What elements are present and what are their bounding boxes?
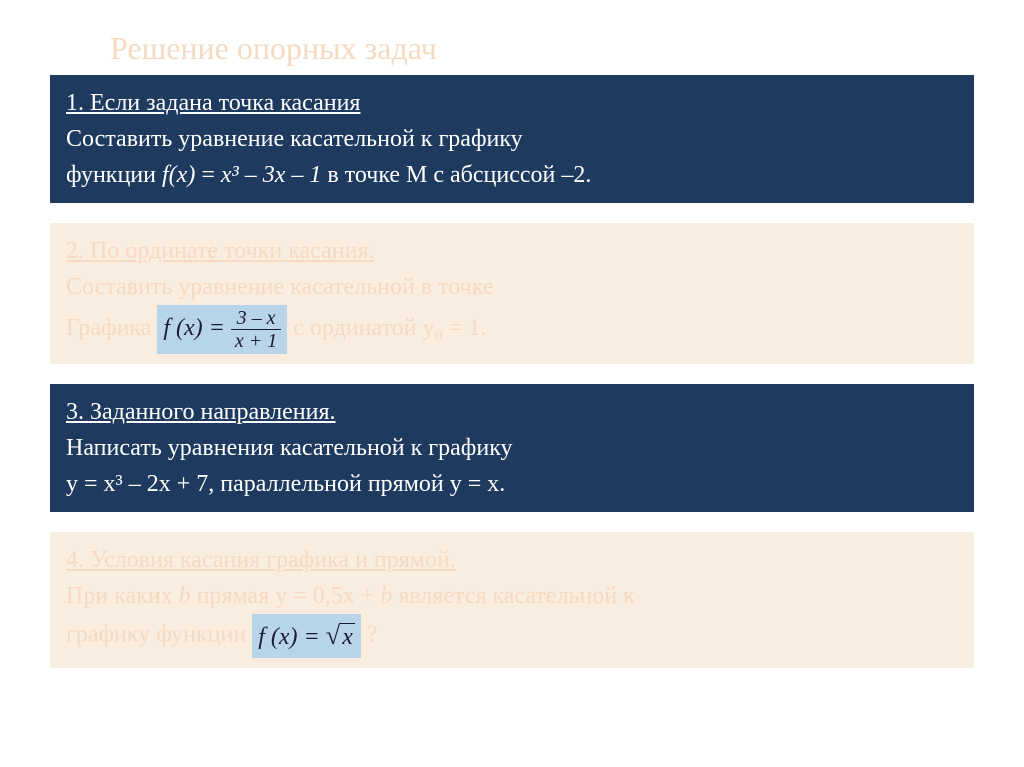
problem-3-heading: 3. Заданного направления. [66,394,958,430]
problem-1-heading: 1. Если задана точка касания [66,85,958,121]
problem-3-line2: y = x³ – 2x + 7, параллельной прямой y =… [66,466,958,502]
problem-4-line1: При каких b прямая y = 0,5x + b является… [66,578,958,614]
formula-highlight-1: f (x) = 3 – xx + 1 [157,305,287,354]
problem-2-heading: 2. По ординате точки касания. [66,233,958,269]
problem-box-2: 2. По ординате точки касания. Составить … [50,223,974,364]
problem-4-line2: графику функции f (x) = x ? [66,614,958,658]
problem-box-4: 4. Условия касания графика и прямой. При… [50,532,974,668]
problem-3-line1: Написать уравнения касательной к графику [66,430,958,466]
formula-highlight-2: f (x) = x [252,614,361,658]
problem-1-line2: функции f(x) = x³ – 3x – 1 в точке М с а… [66,157,958,193]
problem-box-3: 3. Заданного направления. Написать уравн… [50,384,974,512]
problem-4-heading: 4. Условия касания графика и прямой. [66,542,958,578]
problem-1-line1: Составить уравнение касательной к график… [66,121,958,157]
problem-box-1: 1. Если задана точка касания Составить у… [50,75,974,203]
problem-2-line2: Графика f (x) = 3 – xx + 1 с ординатой y… [66,305,958,354]
problem-2-line1: Составить уравнение касательной в точке [66,269,958,305]
slide-title: Решение опорных задач [110,30,974,67]
